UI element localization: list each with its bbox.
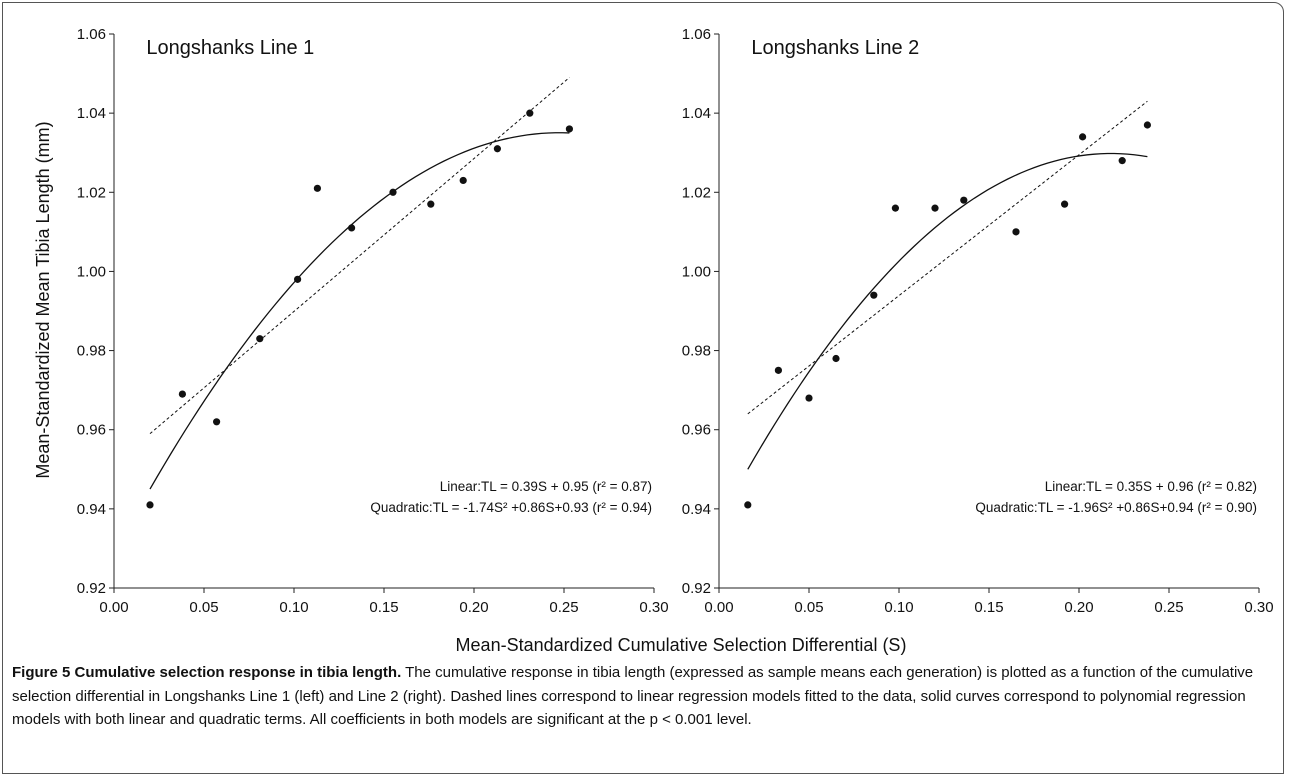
panel-title: Longshanks Line 2 [751,37,919,59]
y-tick-label: 1.04 [682,105,711,122]
data-point [493,145,501,153]
x-axis-title: Mean-Standardized Cumulative Selection D… [456,635,907,655]
y-axis-title: Mean-Standardized Mean Tibia Length (mm) [33,121,53,478]
data-point [389,188,397,196]
y-tick-label: 0.94 [682,501,711,518]
panel-title: Longshanks Line 1 [146,37,314,59]
x-tick-label: 0.05 [189,599,218,616]
data-point [774,366,783,374]
data-point [931,204,939,212]
y-tick-label: 1.00 [682,263,711,280]
y-tick-label: 1.02 [77,184,106,201]
quadratic-fit-curve [747,152,1148,470]
y-tick-label: 0.94 [77,501,106,518]
x-tick-label: 0.30 [639,599,668,616]
figure-caption: Figure 5 Cumulative selection response i… [12,661,1274,732]
linear-fit-line [747,100,1148,415]
y-tick-label: 0.96 [682,422,711,439]
data-point [348,224,356,232]
x-tick-label: 0.15 [369,599,398,616]
data-point [294,275,302,283]
data-point [805,394,813,402]
quadratic-fit-curve [149,132,570,490]
x-tick-label: 0.10 [884,599,913,616]
data-point [960,196,968,204]
x-tick-label: 0.00 [99,599,128,616]
y-tick-label: 0.92 [682,580,711,597]
data-point [1079,133,1087,141]
figure-chart: 0.92 0.94 0.96 0.98 1.00 1.02 1.04 1.06 0.00 0.05… [33,26,1274,655]
panel-line-1: 0.92 0.94 0.96 0.98 1.00 1.02 1.04 1.06 0.00 0.05… [77,26,669,616]
data-point [459,176,467,185]
x-tick-label: 0.15 [974,599,1003,616]
y-tick-label: 0.96 [77,422,106,439]
data-point [213,418,221,426]
data-point [526,109,534,117]
data-point [427,200,435,208]
y-tick-label: 1.06 [682,26,711,43]
x-tick-label: 0.25 [1154,599,1183,616]
x-tick-label: 0.00 [704,599,733,616]
data-point [565,125,574,133]
data-point [891,204,900,212]
data-point [256,335,264,343]
data-point [870,291,878,299]
data-point [146,501,154,509]
y-tick-label: 1.00 [77,263,106,280]
data-point [1061,200,1069,208]
linear-fit-line [149,77,570,435]
data-point [1118,157,1126,165]
linear-equation: Linear:TL = 0.35S + 0.96 (r² = 0.82) [1045,479,1257,494]
data-point [178,390,186,398]
linear-equation: Linear:TL = 0.39S + 0.95 (r² = 0.87) [440,479,652,494]
y-tick-label: 1.04 [77,105,106,122]
data-point [1143,121,1151,129]
caption-title: Figure 5 Cumulative selection response i… [12,664,402,681]
x-tick-label: 0.20 [459,599,488,616]
x-tick-label: 0.20 [1064,599,1093,616]
data-point [744,501,752,509]
data-point [832,354,840,363]
quadratic-equation: Quadratic:TL = -1.96S² +0.86S+0.94 (r² =… [975,500,1257,515]
quadratic-equation: Quadratic:TL = -1.74S² +0.86S+0.93 (r² =… [370,500,652,515]
y-tick-label: 0.98 [77,343,106,360]
caption-text: The cumulative response in tibia length … [12,664,1254,728]
data-point [1012,228,1020,236]
x-tick-label: 0.05 [794,599,823,616]
panel-line-2: 0.92 0.94 0.96 0.98 1.00 1.02 1.04 1.06 0.00 0.05… [682,26,1274,616]
x-tick-label: 0.30 [1244,599,1273,616]
y-tick-label: 0.92 [77,580,106,597]
y-tick-label: 1.02 [682,184,711,201]
data-point [313,184,321,192]
y-tick-label: 0.98 [682,343,711,360]
x-tick-label: 0.10 [279,599,308,616]
y-tick-label: 1.06 [77,26,106,43]
x-tick-label: 0.25 [549,599,578,616]
